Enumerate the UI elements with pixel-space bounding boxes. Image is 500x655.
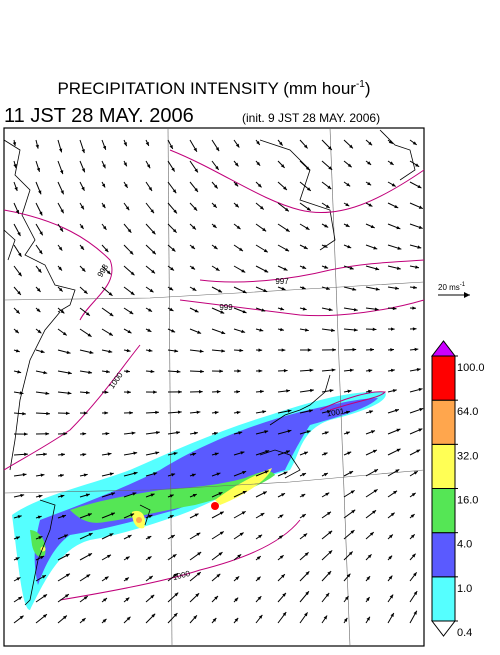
colorbar-band — [432, 577, 455, 621]
init-time: (init. 9 JST 28 MAY. 2006) — [242, 111, 380, 125]
colorbar-band — [432, 444, 455, 488]
vector-scale-head — [464, 292, 470, 298]
isobar-label: 999 — [219, 303, 233, 312]
colorbar-band — [432, 489, 455, 533]
colorbar-label: 32.0 — [457, 450, 478, 462]
title-suffix: ) — [365, 79, 371, 98]
colorbar-label: 16.0 — [457, 495, 478, 507]
colorbar-band — [432, 356, 455, 400]
colorbar-label: 0.4 — [457, 627, 472, 639]
colorbar-band — [432, 533, 455, 577]
colorbar-label: 100.0 — [457, 362, 485, 374]
isobar-label: 997 — [275, 277, 289, 286]
colorbar-label: 64.0 — [457, 406, 478, 418]
vector-scale-superscript: -1 — [460, 282, 466, 288]
colorbar: 0.4 1.0 4.0 16.0 32.0 64.0 100.0 — [432, 341, 485, 639]
colorbar-under — [432, 621, 455, 636]
colorbar-over — [432, 341, 455, 356]
colorbar-label: 1.0 — [457, 583, 472, 595]
title-text: PRECIPITATION INTENSITY (mm hour — [57, 79, 356, 98]
valid-time: 11 JST 28 MAY. 2006 — [4, 105, 194, 127]
vector-scale: 20 ms-1 — [438, 282, 466, 292]
colorbar-label: 4.0 — [457, 539, 472, 551]
rain-extreme — [211, 502, 219, 510]
title: PRECIPITATION INTENSITY (mm hour-1) — [57, 79, 370, 98]
rain-very-intense — [136, 517, 142, 523]
colorbar-band — [432, 400, 455, 444]
vector-scale-text: 20 ms — [438, 283, 460, 292]
